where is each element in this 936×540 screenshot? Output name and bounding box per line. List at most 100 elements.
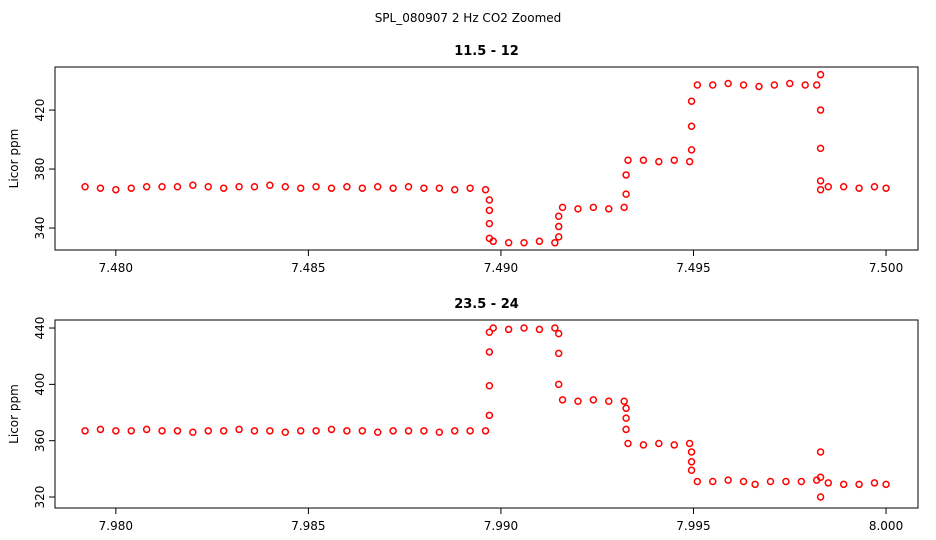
point xyxy=(574,397,582,406)
point xyxy=(816,493,825,501)
point xyxy=(485,196,494,204)
point xyxy=(558,203,567,212)
point xyxy=(839,480,848,489)
point xyxy=(481,185,490,194)
point xyxy=(687,466,696,475)
point xyxy=(622,404,630,413)
point xyxy=(281,428,290,436)
point xyxy=(554,233,563,241)
y-tick-label: 320 xyxy=(33,486,47,509)
point xyxy=(112,427,120,435)
point xyxy=(551,239,559,247)
point xyxy=(554,380,563,389)
x-tick-label: 7.995 xyxy=(676,519,710,533)
point xyxy=(755,82,763,91)
point xyxy=(520,239,528,247)
y-tick-label: 340 xyxy=(33,217,47,240)
point xyxy=(219,184,228,192)
point xyxy=(816,144,825,153)
point xyxy=(485,328,494,337)
point xyxy=(96,425,105,434)
point xyxy=(766,477,775,486)
point xyxy=(554,329,563,338)
point xyxy=(574,205,582,213)
point xyxy=(266,181,274,190)
point xyxy=(389,427,397,435)
point xyxy=(751,480,759,489)
point xyxy=(373,182,382,191)
point xyxy=(655,157,663,166)
point xyxy=(485,411,494,420)
point xyxy=(142,425,151,434)
point xyxy=(420,184,428,192)
point xyxy=(112,185,120,194)
point xyxy=(882,480,890,489)
x-tick-label: 7.990 xyxy=(484,519,518,533)
point xyxy=(358,184,367,192)
point xyxy=(96,184,105,192)
x-tick-label: 7.500 xyxy=(869,261,903,275)
y-tick-label: 440 xyxy=(33,317,47,340)
point xyxy=(655,439,663,448)
point xyxy=(235,425,243,434)
point xyxy=(535,325,544,334)
point xyxy=(435,428,444,436)
x-tick-label: 7.980 xyxy=(99,519,133,533)
point xyxy=(312,427,320,435)
point xyxy=(142,182,151,191)
y-axis-label: Licor ppm xyxy=(7,129,21,189)
panel-title: 11.5 - 12 xyxy=(454,44,519,59)
point xyxy=(724,476,732,484)
point xyxy=(485,348,494,356)
point xyxy=(466,184,474,192)
y-tick-label: 420 xyxy=(33,99,47,122)
point xyxy=(204,427,213,435)
point xyxy=(589,203,598,212)
point xyxy=(466,427,474,435)
point xyxy=(450,427,459,435)
y-tick-label: 380 xyxy=(33,158,47,181)
point xyxy=(504,239,513,247)
point xyxy=(624,439,632,448)
point xyxy=(882,184,890,192)
point xyxy=(622,171,630,179)
x-tick-label: 7.480 xyxy=(99,261,133,275)
point xyxy=(204,182,213,191)
point xyxy=(786,79,794,88)
point xyxy=(816,185,825,194)
point xyxy=(189,181,197,190)
point xyxy=(770,81,779,89)
point xyxy=(622,414,630,422)
point xyxy=(404,182,413,191)
x-tick-label: 8.000 xyxy=(869,519,903,533)
point xyxy=(450,185,459,194)
y-axis-label: Licor ppm xyxy=(7,384,21,444)
point xyxy=(558,396,567,404)
point xyxy=(489,324,497,332)
point xyxy=(127,427,135,435)
point xyxy=(605,397,613,406)
point xyxy=(554,212,563,220)
point xyxy=(693,477,702,486)
point xyxy=(622,425,630,434)
point xyxy=(189,428,197,436)
point xyxy=(296,184,305,192)
point xyxy=(312,182,320,191)
point xyxy=(485,382,494,390)
point xyxy=(687,122,696,131)
point xyxy=(266,427,274,435)
plot-frame xyxy=(54,66,919,251)
point xyxy=(687,97,696,105)
x-tick-label: 7.985 xyxy=(291,519,325,533)
point xyxy=(373,428,382,436)
point xyxy=(250,427,259,435)
point xyxy=(685,157,694,166)
point xyxy=(816,106,825,114)
point xyxy=(639,156,648,164)
point xyxy=(620,203,628,212)
point xyxy=(504,325,513,334)
point xyxy=(250,182,259,191)
point xyxy=(812,81,821,89)
point xyxy=(420,427,428,435)
